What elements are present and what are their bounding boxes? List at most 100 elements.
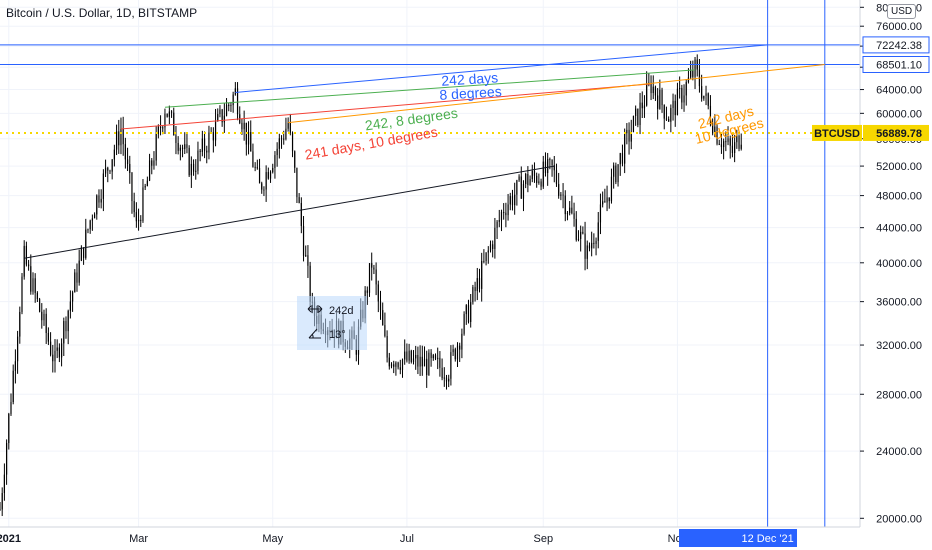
time-tick-label: May — [262, 533, 283, 545]
candle-body — [201, 138, 203, 153]
candle-body — [287, 122, 289, 129]
candle-body — [80, 247, 82, 261]
candle-body — [437, 357, 439, 359]
candle-body — [267, 172, 269, 179]
trendline-green[interactable] — [164, 69, 696, 108]
candle-body — [102, 173, 104, 199]
candle-body — [91, 218, 93, 221]
candle-body — [3, 474, 5, 494]
candle-body — [503, 212, 505, 214]
candle-body — [727, 138, 729, 142]
measure-tool-box[interactable]: 242d 13° — [297, 296, 367, 350]
candle-body — [181, 147, 184, 150]
candle-body — [56, 347, 58, 351]
candle-body — [280, 138, 283, 140]
candle-body — [665, 118, 668, 120]
candle-body — [307, 255, 309, 266]
candle-body — [685, 82, 687, 96]
candle-body — [190, 163, 192, 176]
candle-body — [712, 122, 714, 134]
candle-body — [439, 357, 441, 368]
candle-body — [536, 175, 538, 183]
candle-body — [296, 167, 298, 198]
candle-body — [188, 147, 190, 176]
candle-body — [681, 87, 683, 103]
candle-body — [690, 70, 692, 78]
candle-body — [258, 167, 261, 184]
candle-body — [465, 305, 467, 315]
candle-body — [533, 170, 536, 176]
candle-body — [140, 219, 142, 221]
trendline-label-text: 242 days — [441, 69, 499, 88]
candle-body — [676, 88, 679, 116]
candle-body — [624, 133, 626, 164]
candle-body — [41, 311, 43, 321]
vertical-markers[interactable] — [767, 0, 826, 527]
time-range-badge — [679, 529, 797, 547]
trendline-red[interactable] — [120, 83, 652, 130]
candle-body — [527, 173, 529, 186]
candle-body — [155, 133, 157, 161]
candle-body — [232, 94, 234, 106]
candle-body — [617, 164, 619, 183]
candle-body — [206, 150, 208, 153]
candle-body — [36, 292, 38, 300]
candle-body — [272, 167, 274, 173]
candle-body — [131, 172, 133, 202]
horizontal-levels[interactable] — [0, 44, 860, 134]
price-tick-label: 24000.00 — [876, 446, 922, 458]
candle-body — [621, 153, 624, 164]
trendline-blue[interactable] — [235, 44, 768, 93]
candle-body — [113, 149, 115, 160]
price-tick-label: 32000.00 — [876, 340, 922, 352]
candle-body — [483, 260, 485, 262]
candle-body — [192, 163, 195, 172]
level-badge-label: 68501.10 — [876, 59, 922, 71]
candle-body — [261, 183, 263, 190]
candle-body — [542, 161, 544, 187]
candle-body — [278, 138, 280, 149]
vertical-marker-date-label: 12 Dec '21 — [741, 533, 793, 545]
candle-body — [8, 413, 10, 444]
candle-body — [120, 129, 122, 146]
candle-body — [731, 145, 734, 153]
candle-body — [481, 260, 483, 289]
candle-body — [489, 244, 492, 251]
trendline-black[interactable] — [24, 165, 555, 259]
candle-body — [586, 245, 588, 259]
candle-body — [613, 165, 615, 177]
candle-body — [619, 153, 621, 165]
candle-body — [423, 358, 426, 367]
candle-body — [582, 231, 584, 234]
candle-body — [124, 144, 126, 160]
candle-body — [659, 89, 661, 109]
candle-body — [701, 86, 703, 99]
candle-body — [547, 159, 549, 173]
candle-body — [643, 105, 646, 109]
candle-body — [555, 170, 558, 185]
candle-body — [32, 278, 34, 292]
price-tick-label: 36000.00 — [876, 297, 922, 309]
candle-body — [597, 222, 599, 241]
candle-body — [580, 231, 582, 239]
candle-body — [428, 352, 430, 376]
currency-unit-button[interactable]: USD — [887, 4, 917, 19]
candle-body — [58, 347, 60, 358]
price-tick-label: 44000.00 — [876, 223, 922, 235]
candle-body — [212, 132, 214, 141]
candle-body — [720, 144, 723, 148]
candle-body — [126, 159, 129, 164]
candle-body — [558, 184, 560, 196]
candle-body — [456, 345, 459, 360]
candle-body — [5, 443, 8, 475]
candle-body — [135, 212, 137, 222]
candle-body — [560, 194, 562, 196]
candle-body — [584, 233, 586, 259]
candle-body — [485, 252, 487, 261]
candle-body — [71, 292, 74, 302]
trendline-orange[interactable] — [288, 63, 825, 124]
candle-body — [254, 166, 256, 168]
candle-body — [514, 194, 516, 206]
